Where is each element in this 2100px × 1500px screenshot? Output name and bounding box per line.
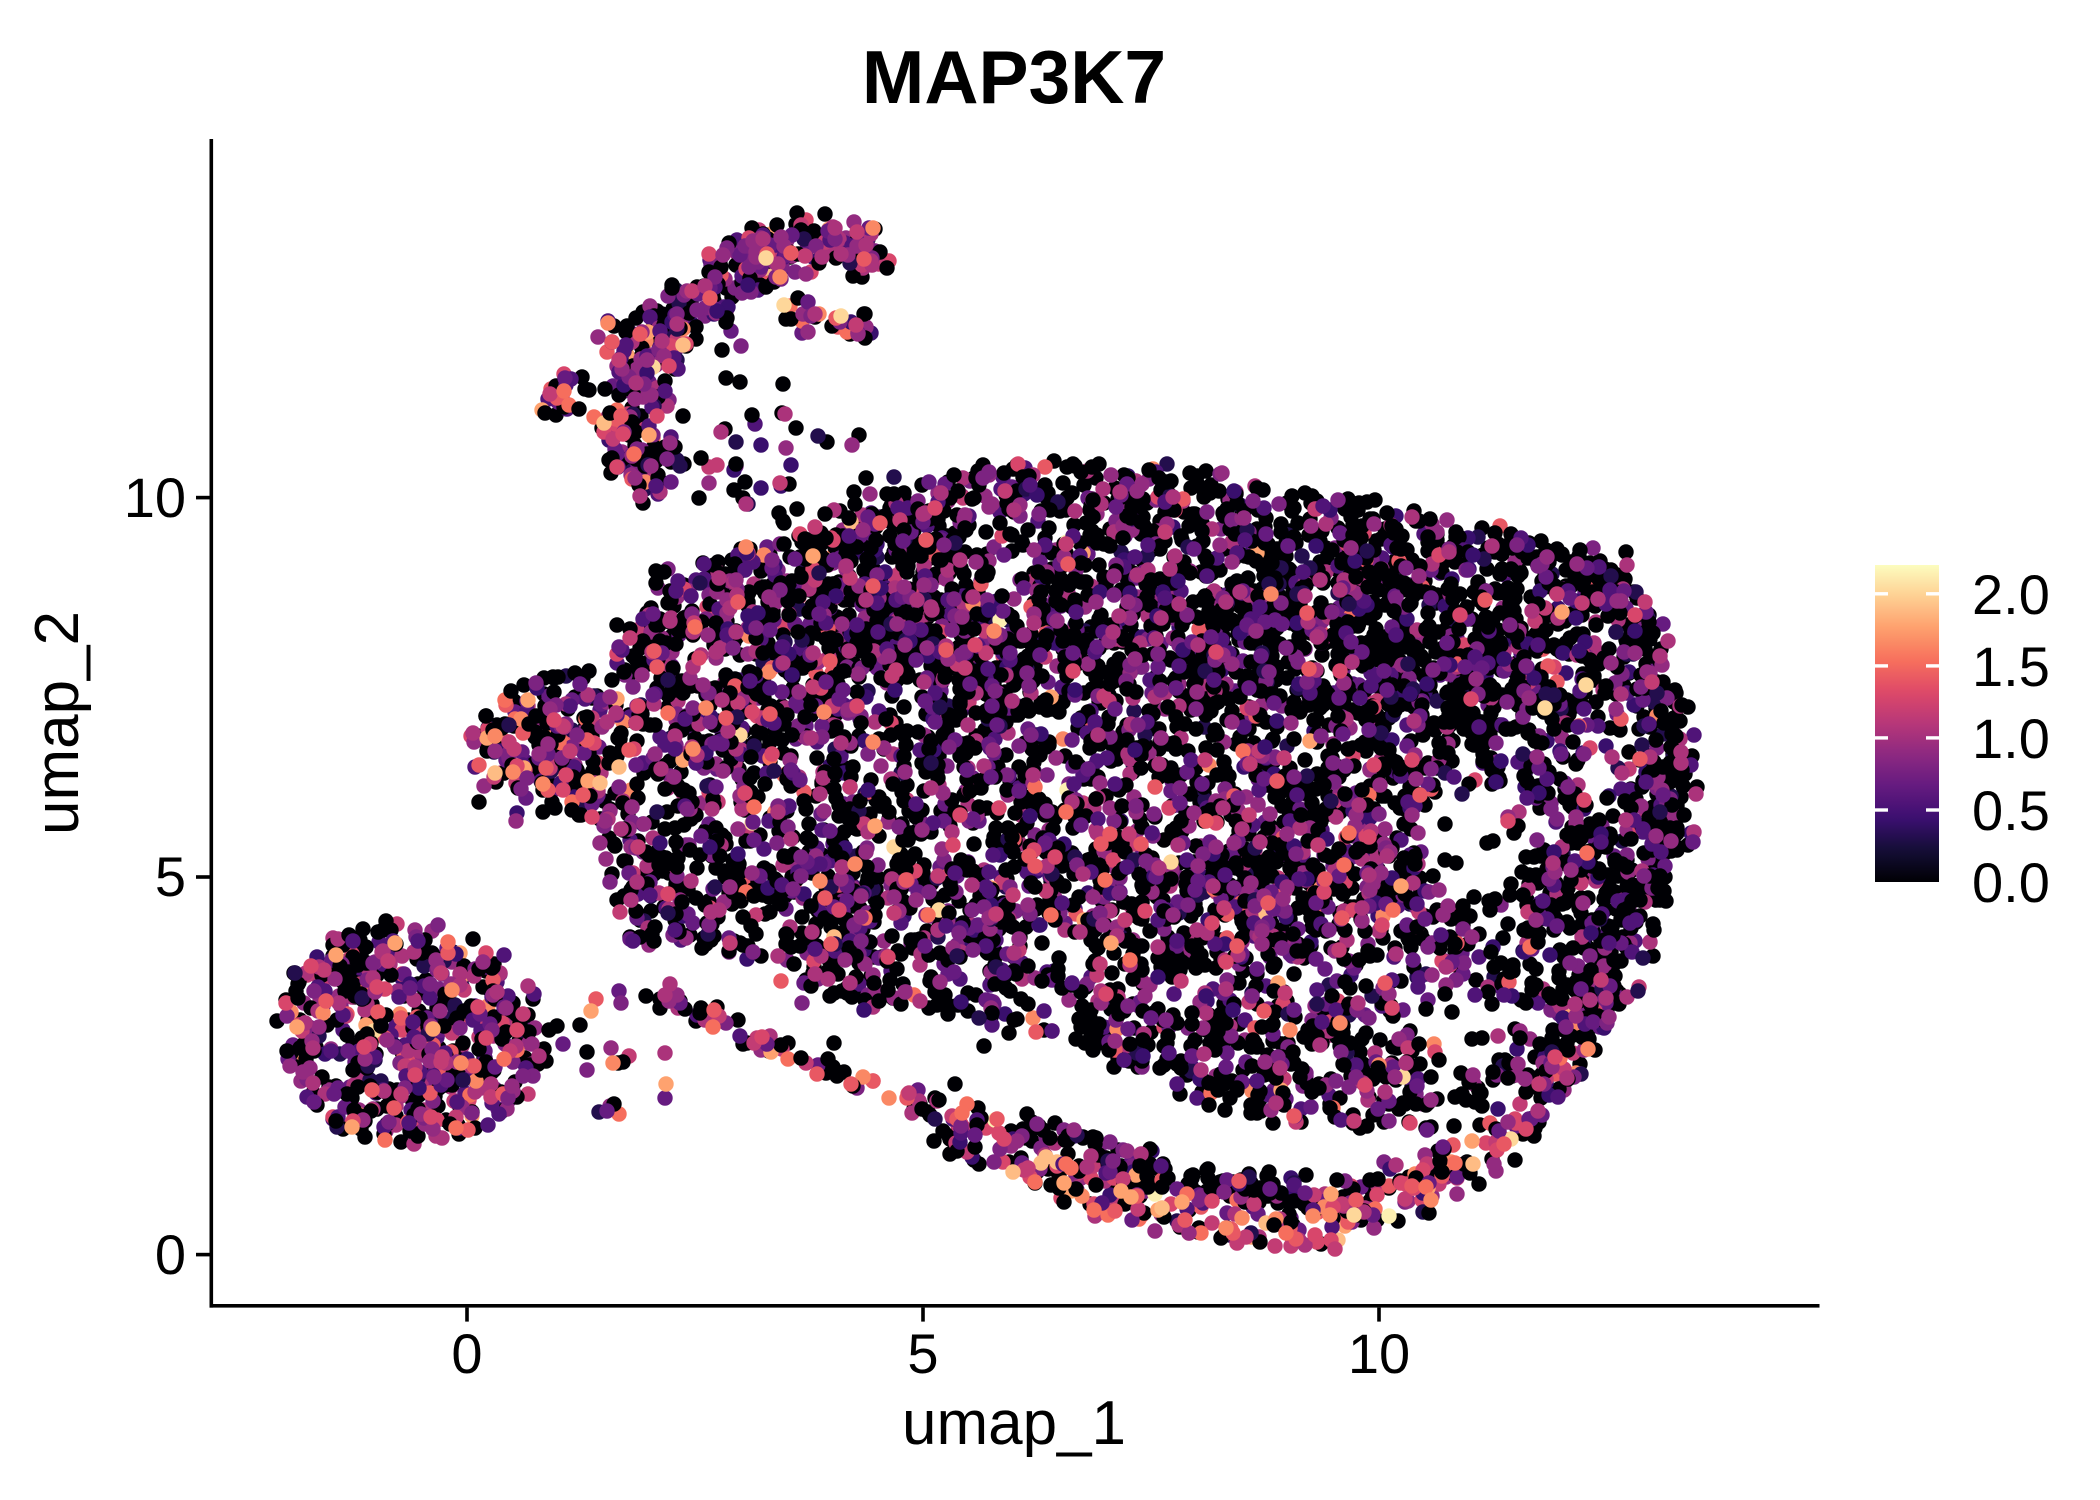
svg-text:0.0: 0.0 xyxy=(1972,851,2050,914)
svg-text:10: 10 xyxy=(1348,1322,1410,1385)
svg-text:2.0: 2.0 xyxy=(1972,563,2050,626)
svg-text:5: 5 xyxy=(155,845,186,908)
svg-text:umap_1: umap_1 xyxy=(902,1389,1126,1458)
svg-text:MAP3K7: MAP3K7 xyxy=(862,35,1166,119)
svg-text:0: 0 xyxy=(155,1223,186,1286)
svg-text:0: 0 xyxy=(451,1322,482,1385)
svg-text:0.5: 0.5 xyxy=(1972,779,2050,842)
svg-text:umap_2: umap_2 xyxy=(23,611,92,835)
svg-text:10: 10 xyxy=(124,466,186,529)
svg-text:1.5: 1.5 xyxy=(1972,635,2050,698)
svg-text:1.0: 1.0 xyxy=(1972,707,2050,770)
svg-text:5: 5 xyxy=(907,1322,938,1385)
